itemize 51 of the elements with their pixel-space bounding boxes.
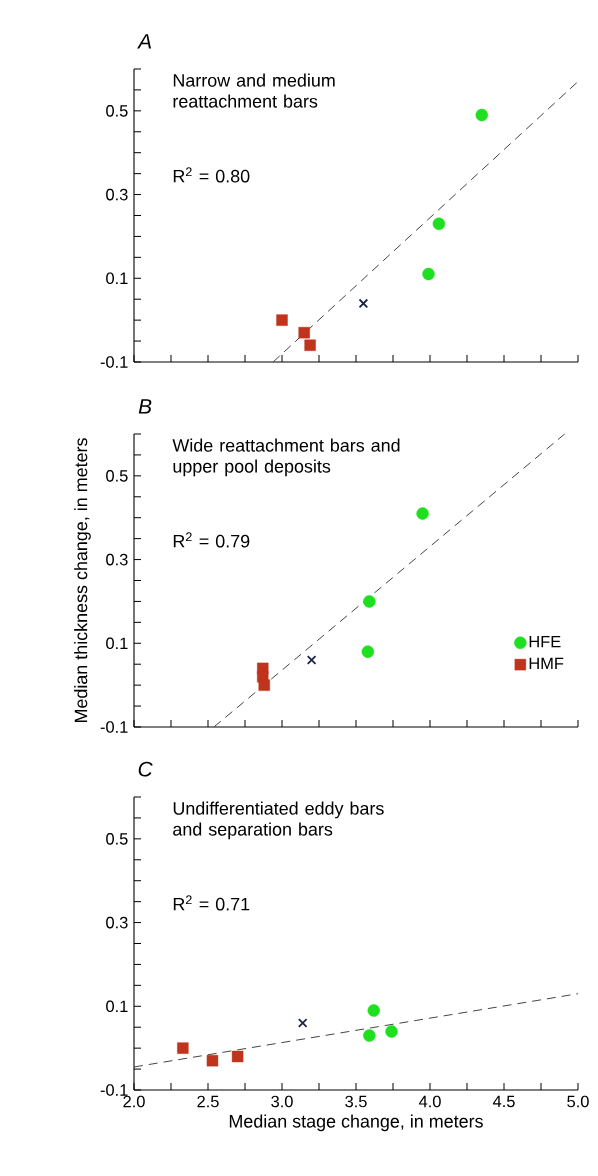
legend-label: HFE	[529, 635, 561, 648]
point	[416, 507, 429, 520]
annotation: R$^{2}$ = 0.71	[173, 895, 250, 911]
point	[363, 1029, 376, 1042]
y-axis-title: Median thickness change, in meters	[74, 438, 91, 723]
x-axis-title: Median stage change, in meters	[229, 1114, 483, 1132]
chart-title: B	[138, 399, 152, 414]
chart-title: A	[137, 34, 151, 49]
point	[231, 1050, 244, 1063]
legend-label: HMF	[529, 657, 564, 670]
annotation: Narrow and medium reattachment bars	[173, 73, 335, 108]
point	[206, 1055, 219, 1067]
y-tick-label: -0.1	[100, 721, 128, 733]
x-tick-label: 2.5	[197, 1095, 219, 1108]
y-tick-label: 0.5	[106, 470, 128, 482]
x-tick-label: 2.0	[123, 1095, 145, 1108]
y-tick-label: 0.5	[106, 833, 128, 845]
point	[358, 298, 369, 309]
point	[361, 645, 375, 658]
point	[422, 267, 435, 281]
y-tick-label: -0.1	[100, 1084, 128, 1096]
y-tick-label: 0.3	[106, 553, 128, 566]
point	[385, 1025, 398, 1038]
point	[475, 108, 488, 122]
y-tick-label: 0.5	[106, 105, 128, 117]
annotation: R$^{2}$ = 0.79	[173, 532, 250, 548]
y-tick-label: 0.1	[106, 637, 128, 650]
y-tick-label: 0.3	[106, 916, 128, 929]
point	[367, 1004, 380, 1017]
annotation: Wide reattachment bars and upper pool deposits	[172, 438, 400, 477]
x-tick-label: 4.0	[418, 1095, 441, 1108]
x-tick-label: 4.5	[492, 1095, 515, 1108]
point	[306, 655, 317, 665]
y-tick-label: 0.1	[106, 272, 128, 285]
y-tick-label: 0.1	[106, 1000, 128, 1013]
annotation: R$^{2}$ = 0.80	[173, 167, 250, 183]
x-tick-label: 5.0	[567, 1095, 589, 1108]
annotation: Undifferentiated eddy bars and separation bars	[173, 801, 384, 840]
point	[276, 314, 288, 326]
point	[363, 595, 376, 608]
x-tick-label: 3.0	[271, 1095, 293, 1108]
y-tick-label: -0.1	[100, 356, 128, 368]
point	[258, 679, 270, 691]
point	[304, 339, 316, 351]
point	[432, 217, 446, 231]
y-tick-label: 0.3	[106, 188, 128, 201]
chart-title: C	[138, 761, 153, 777]
point	[177, 1042, 189, 1054]
point	[298, 326, 310, 339]
x-tick-label: 3.5	[345, 1095, 367, 1108]
point	[297, 1018, 308, 1028]
